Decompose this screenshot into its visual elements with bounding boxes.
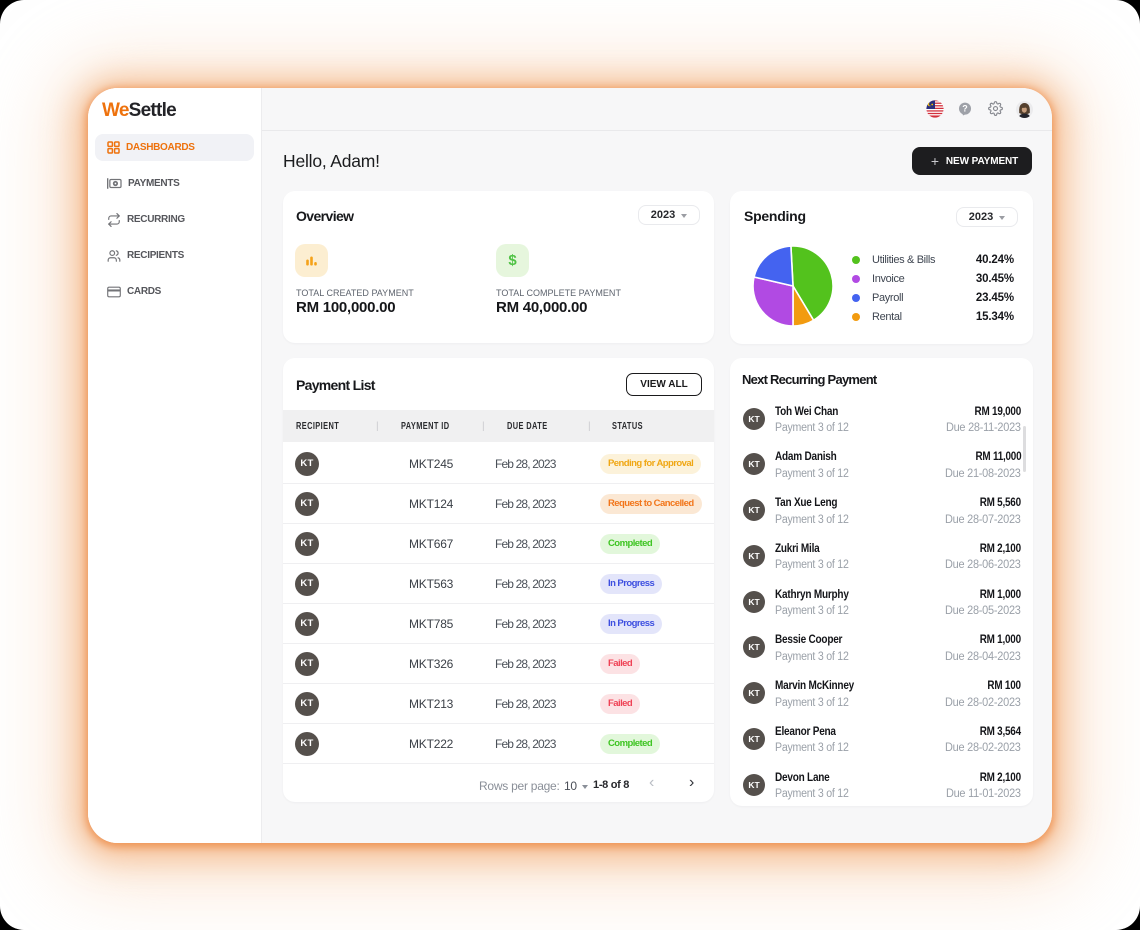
svg-text:?: ? <box>962 104 968 114</box>
